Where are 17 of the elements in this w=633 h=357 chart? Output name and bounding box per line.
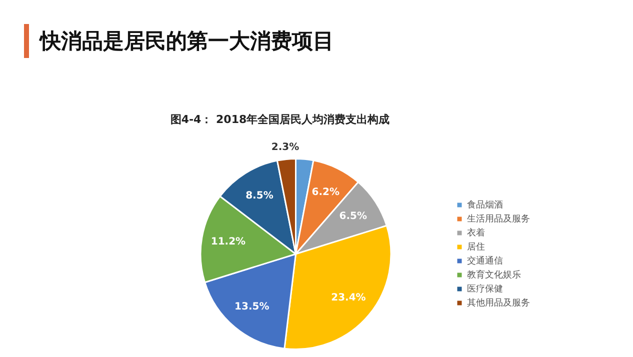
data-label: 6.2% — [312, 186, 340, 198]
data-label: 2.3% — [271, 142, 300, 153]
legend-label: 居住 — [467, 241, 485, 252]
legend-label: 衣着 — [467, 227, 485, 238]
data-label: 23.4% — [331, 292, 366, 304]
legend-label: 生活用品及服务 — [467, 213, 530, 224]
legend-label: 医疗保健 — [467, 283, 503, 294]
data-label: 11.2% — [210, 236, 246, 248]
chart-title: 快消品是居民的第一大消费项目 — [40, 28, 334, 55]
legend-label: 交通通信 — [467, 255, 503, 266]
legend-label: 教育文化娱乐 — [467, 269, 521, 280]
legend-label: 食品烟酒 — [467, 199, 503, 210]
data-label: 8.5% — [246, 190, 274, 202]
data-label: 13.5% — [234, 301, 270, 312]
data-label: 6.5% — [339, 211, 368, 222]
legend-label: 其他用品及服务 — [467, 297, 530, 308]
chart-subtitle: 图4-4： 2018年全国居民人均消费支出构成 — [169, 112, 391, 127]
